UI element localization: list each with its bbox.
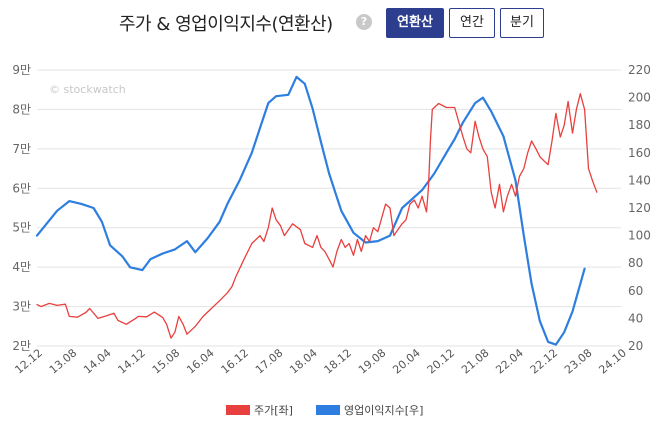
x-tick-label: 19.08: [356, 346, 388, 376]
x-tick-label: 21.08: [459, 346, 491, 376]
x-tick-label: 20.12: [425, 346, 457, 376]
right-y-tick-label: 200: [628, 91, 651, 105]
chart-header: 주가 & 영업이익지수(연환산) ? 연환산 연간 분기: [0, 0, 664, 50]
x-ticks: 12.12 13.08 14.04 14.12 15.08 16.04 16.12 17.08…: [12, 346, 628, 376]
right-y-tick-label: 160: [628, 146, 651, 160]
right-y-tick-label: 180: [628, 118, 651, 132]
chart-title: 주가 & 영업이익지수(연환산): [119, 14, 333, 35]
watermark: © stockwatch: [49, 83, 126, 96]
help-icon[interactable]: ?: [356, 14, 372, 30]
right-y-tick-label: 40: [628, 311, 643, 325]
x-tick-label: 14.12: [116, 346, 148, 376]
x-tick-label: 17.08: [253, 346, 285, 376]
right-y-tick-label: 100: [628, 229, 651, 243]
x-tick-label: 18.12: [322, 346, 354, 376]
x-tick-label: 24.10: [596, 346, 628, 376]
left-y-tick-label: 4만: [12, 260, 31, 274]
left-y-tick-label: 6만: [12, 181, 31, 195]
x-tick-label: 22.12: [528, 346, 560, 376]
series-lines: [35, 75, 598, 346]
series-line-stock: [36, 93, 598, 339]
right-y-tick-label: 60: [628, 284, 643, 298]
left-y-tick-label: 8만: [12, 102, 31, 116]
x-tick-label: 22.04: [493, 346, 525, 376]
right-y-tick-label: 120: [628, 201, 651, 215]
x-tick-label: 18.04: [287, 346, 319, 376]
legend-swatch-earnings: [316, 405, 340, 415]
tab-annualized[interactable]: 연환산: [386, 8, 444, 38]
tab-quarterly[interactable]: 분기: [500, 8, 544, 38]
left-y-ticks: 2만 3만 4만 5만 6만 7만 8만 9만: [12, 63, 31, 353]
x-tick-label: 23.08: [562, 346, 594, 376]
right-y-ticks: 20 40 60 80 100 120 140 160 180 200 220: [628, 63, 651, 353]
right-y-tick-label: 20: [628, 339, 643, 353]
stock-earnings-chart: © stockwatch 2만 3만 4만 5만 6만 7만 8만 9만 20 40 60 80 10…: [12, 63, 651, 417]
x-tick-label: 16.04: [184, 346, 216, 376]
grid-lines: [37, 69, 621, 347]
x-tick-label: 15.08: [150, 346, 182, 376]
x-tick-label: 16.12: [219, 346, 251, 376]
legend-label-stock[interactable]: 주가[좌]: [254, 404, 293, 417]
left-y-tick-label: 3만: [12, 300, 31, 314]
tab-annual[interactable]: 연간: [449, 8, 495, 38]
legend-swatch-stock: [226, 405, 250, 415]
x-tick-label: 14.04: [81, 346, 113, 376]
left-y-tick-label: 2만: [12, 339, 31, 353]
x-tick-label: 20.04: [390, 346, 422, 376]
right-y-tick-label: 80: [628, 256, 643, 270]
right-y-tick-label: 140: [628, 173, 651, 187]
legend-label-earnings[interactable]: 영업이익지수[우]: [344, 404, 423, 417]
right-y-tick-label: 220: [628, 63, 651, 77]
left-y-tick-label: 5만: [12, 221, 31, 235]
left-y-tick-label: 9만: [12, 63, 31, 77]
left-y-tick-label: 7만: [12, 142, 31, 156]
series-line-earnings: [35, 75, 586, 346]
x-tick-label: 13.08: [47, 346, 79, 376]
legend: 주가[좌] 영업이익지수[우]: [226, 404, 423, 417]
